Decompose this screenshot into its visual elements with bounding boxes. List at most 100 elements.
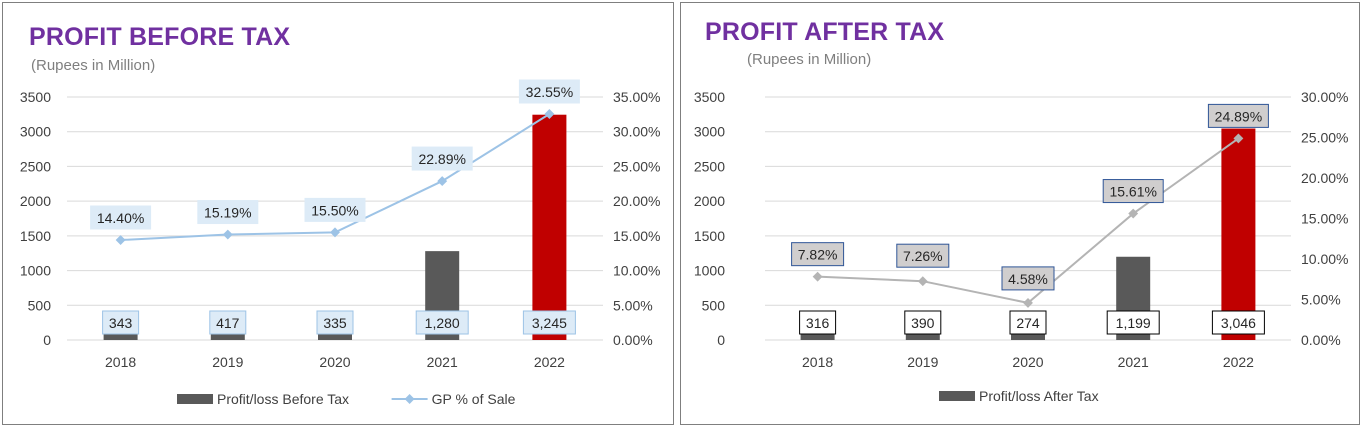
x-axis-tick-label: 2020 [1012, 354, 1043, 370]
y-axis-tick-label: 3500 [20, 89, 51, 105]
bar-data-label-box [1106, 310, 1160, 335]
chart-subtitle: (Rupees in Million) [31, 57, 156, 74]
y2-axis-tick-label: 5.00% [613, 297, 653, 313]
y2-axis-tick-label: 35.00% [613, 89, 660, 105]
series-point [437, 176, 448, 187]
y2-axis-tick-label: 25.00% [1301, 130, 1348, 146]
line-data-label-box [518, 79, 580, 104]
y2-axis-tick-label: 15.00% [1301, 211, 1348, 227]
line-data-label-box [1001, 266, 1055, 291]
chart-plot-profit-before-tax: 0 500 1000 1500 2000 2500 3000 3500 0.00% 5.00% 10… [20, 79, 660, 407]
bar-data-label: 417 [216, 315, 240, 331]
legend-label: GP % of Sale [432, 391, 516, 407]
bar-data-label-box [209, 310, 247, 335]
legend-swatch-bar [939, 391, 975, 401]
y-axis-tick-label: 2000 [20, 193, 51, 209]
line-data-label-box [896, 243, 950, 268]
chart-panel-profit-after-tax: PROFIT AFTER TAX (Rupees in Million) 0 50… [680, 2, 1360, 425]
bar-data-label: 3,245 [532, 315, 567, 331]
bar-data-label: 390 [911, 315, 935, 331]
bar [210, 333, 245, 340]
bar [103, 333, 138, 340]
y2-axis-tick-label: 10.00% [613, 263, 660, 279]
line-data-label: 24.89% [1215, 108, 1262, 124]
bar [905, 333, 940, 340]
line-data-label: 4.58% [1008, 271, 1048, 287]
line-data-label-box [1207, 103, 1269, 128]
bar-data-label: 316 [806, 315, 830, 331]
line-data-label-box [1102, 179, 1164, 204]
bar-data-label-box [102, 310, 140, 335]
series-point [544, 109, 555, 119]
bar-data-label: 335 [323, 315, 347, 331]
chart-title: PROFIT BEFORE TAX [29, 23, 291, 51]
bar-data-label: 1,280 [425, 315, 460, 331]
series-point [1233, 133, 1244, 144]
legend-label: Profit/loss Before Tax [217, 391, 349, 407]
bar-data-label: 274 [1016, 315, 1040, 331]
y2-axis-tick-label: 10.00% [1301, 251, 1348, 267]
y-axis-tick-label: 2500 [20, 158, 51, 174]
chart-subtitle: (Rupees in Million) [747, 51, 872, 68]
y2-axis-tick-label: 5.00% [1301, 292, 1341, 308]
chart-title: PROFIT AFTER TAX [705, 18, 945, 46]
bar [800, 333, 835, 340]
legend-swatch-bar [177, 394, 213, 404]
line-data-label: 32.55% [526, 84, 573, 100]
bar-data-label-box [1009, 310, 1047, 335]
line-data-label: 15.61% [1109, 184, 1156, 200]
y-axis-tick-label: 3000 [20, 124, 51, 140]
line-data-label-box [304, 197, 366, 222]
line-data-label-box [411, 146, 473, 171]
y-axis-tick-label: 2000 [694, 193, 725, 209]
line-data-label: 15.19% [204, 205, 251, 221]
bar-data-label: 3,046 [1221, 315, 1256, 331]
x-axis-tick-label: 2018 [802, 354, 833, 370]
line-data-label: 22.89% [418, 151, 465, 167]
y2-axis-tick-label: 20.00% [1301, 170, 1348, 186]
line-data-label-box [197, 200, 259, 225]
bar [1221, 128, 1256, 340]
y-axis-tick-label: 500 [702, 297, 726, 313]
series-point [222, 229, 233, 240]
line-data-label: 7.26% [903, 248, 943, 264]
y-axis-tick-label: 3500 [694, 89, 725, 105]
y2-axis-tick-label: 30.00% [613, 124, 660, 140]
y-axis-tick-label: 0 [43, 332, 51, 348]
series-point [330, 227, 340, 238]
line-data-label-box [791, 242, 845, 267]
chart-panel-profit-before-tax: PROFIT BEFORE TAX (Rupees in Million) 0 5… [2, 2, 674, 425]
y2-axis-tick-label: 20.00% [613, 193, 660, 209]
line-data-label: 14.40% [97, 210, 144, 226]
x-axis-tick-label: 2019 [907, 354, 938, 370]
bar-data-label-box [1211, 310, 1265, 335]
series-point [917, 276, 928, 287]
line-data-label: 15.50% [311, 202, 358, 218]
y-axis-tick-label: 1500 [20, 228, 51, 244]
bar-data-label-box [904, 310, 942, 335]
x-axis-tick-label: 2021 [427, 354, 458, 370]
y-axis-tick-label: 0 [717, 332, 725, 348]
x-axis-tick-label: 2022 [534, 354, 565, 370]
legend-swatch-marker [404, 394, 415, 404]
y-axis-tick-label: 3000 [694, 124, 725, 140]
chart-plot-profit-after-tax: 0 500 1000 1500 2000 2500 3000 3500 0.00% 5.00% 10… [694, 89, 1349, 404]
bar [532, 114, 567, 340]
y-axis-tick-label: 1000 [694, 263, 725, 279]
line-data-label-box [90, 205, 152, 230]
y2-axis-tick-label: 30.00% [1301, 89, 1348, 105]
bar-data-label-box [799, 310, 837, 335]
series-point [115, 235, 126, 245]
y2-axis-tick-label: 15.00% [613, 228, 660, 244]
y2-axis-tick-label: 0.00% [1301, 332, 1341, 348]
bar-data-label: 343 [109, 315, 133, 331]
x-axis-tick-label: 2020 [319, 354, 350, 370]
y-axis-tick-label: 2500 [694, 158, 725, 174]
bar-data-label: 1,199 [1116, 315, 1151, 331]
bar [1011, 333, 1045, 340]
x-axis-tick-label: 2022 [1223, 354, 1254, 370]
bar-data-label-box [415, 310, 469, 335]
bar [318, 333, 352, 340]
y2-axis-tick-label: 25.00% [613, 158, 660, 174]
line-data-label: 7.82% [798, 247, 838, 263]
